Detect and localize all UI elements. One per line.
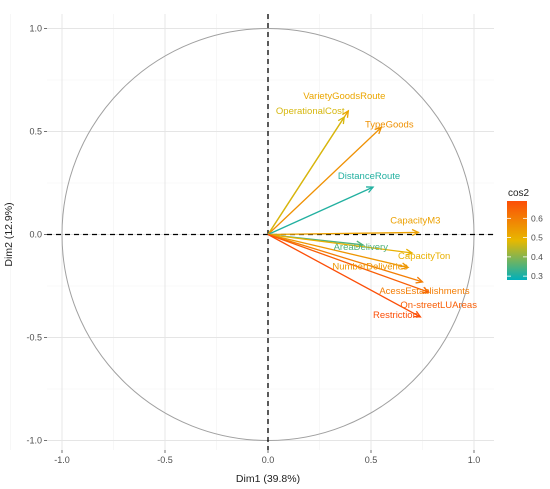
label-DistanceRoute: DistanceRoute (338, 171, 400, 182)
arrow-CapacityM3 (267, 231, 419, 236)
y-tick-label: 0.5 (29, 127, 42, 137)
arrowhead-DistanceRoute (366, 186, 375, 193)
legend: cos2 0.3 0.4 0.5 0.6 (507, 188, 543, 281)
y-axis-label: Dim2 (12.9%) (3, 202, 15, 266)
y-tick-label: -0.5 (26, 333, 42, 343)
arrowhead-NumberDeliveries (401, 262, 410, 270)
x-tick-label: -1.0 (54, 455, 70, 465)
legend-title: cos2 (508, 188, 530, 199)
x-tick-label: 1.0 (468, 455, 481, 465)
legend-tick-label: 0.4 (531, 252, 543, 262)
arrow-OperationalCost (267, 116, 345, 235)
label-On-streetLUAreas: On-streetLUAreas (400, 300, 477, 311)
arrowhead-VarietyGoodsRoute (342, 109, 350, 118)
arrow-On-streetLUAreas (267, 233, 429, 293)
y-tick-label: 1.0 (29, 24, 42, 34)
label-OperationalCost: OperationalCost (276, 106, 345, 117)
label-AreaDelivery: AreaDelivery (334, 242, 389, 253)
arrowhead-TypeGoods (374, 126, 383, 135)
x-axis-ticks: -1.0 -0.5 0.0 0.5 1.0 (54, 450, 480, 465)
arrow-TypeGoods (267, 126, 382, 235)
variable-arrows (267, 109, 431, 318)
arrowhead-On-streetLUAreas (421, 286, 431, 294)
x-axis-label: Dim1 (39.8%) (236, 473, 300, 485)
label-NumberDeliveries: NumberDeliveries (332, 261, 408, 272)
y-tick-label: 0.0 (29, 230, 42, 240)
legend-tick-label: 0.5 (531, 233, 543, 243)
arrow-CapacityTon (267, 233, 413, 254)
arrowhead-Restriction (413, 310, 422, 318)
x-tick-label: -0.5 (157, 455, 173, 465)
y-axis-ticks: -1.0 -0.5 0.0 0.5 1.0 (26, 24, 47, 446)
variable-labels: VarietyGoodsRoute OperationalCost TypeGood… (276, 91, 477, 321)
arrowhead-AcessEstablishments (415, 276, 424, 284)
arrowhead-CapacityTon (405, 248, 414, 256)
label-CapacityM3: CapacityM3 (390, 215, 440, 226)
arrowhead-OperationalCost (337, 115, 346, 125)
label-Restriction: Restriction (373, 310, 418, 321)
x-tick-label: 0.0 (262, 455, 275, 465)
label-TypeGoods: TypeGoods (365, 119, 414, 130)
arrow-AcessEstablishments (267, 233, 423, 283)
arrowhead-CapacityM3 (411, 228, 420, 237)
legend-colorbar (507, 201, 527, 280)
legend-tick-label: 0.3 (531, 271, 543, 281)
y-tick-label: -1.0 (26, 436, 42, 446)
arrow-DistanceRoute (267, 186, 374, 236)
arrow-Restriction (267, 233, 421, 318)
arrow-NumberDeliveries (267, 233, 409, 269)
label-CapacityTon: CapacityTon (398, 251, 450, 262)
x-tick-label: 0.5 (365, 455, 378, 465)
label-AcessEstablishments: AcessEstablishments (379, 286, 470, 297)
legend-tick-label: 0.6 (531, 213, 543, 223)
label-VarietyGoodsRoute: VarietyGoodsRoute (303, 91, 385, 102)
